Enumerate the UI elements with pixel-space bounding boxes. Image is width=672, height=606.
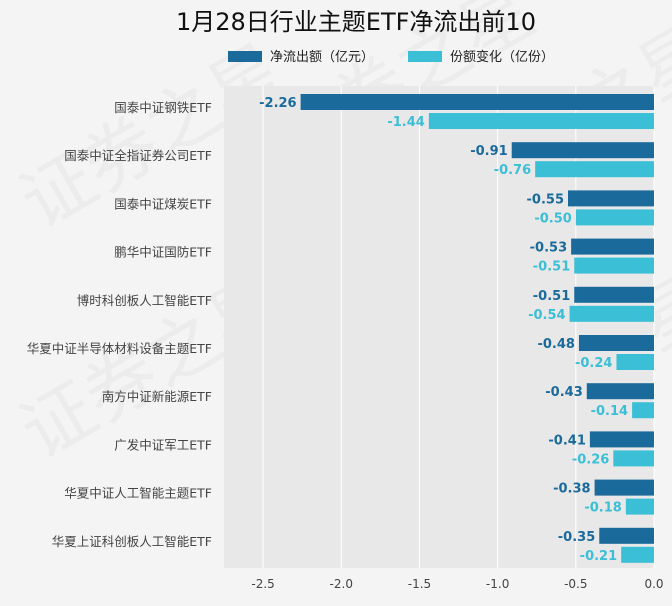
data-label: -0.51 [533,289,570,304]
category-label: 博时科创板人工智能ETF [77,293,212,308]
chart-title: 1月28日行业主题ETF净流出前10 [176,8,536,36]
bar [569,305,654,322]
data-label: -0.48 [537,337,574,352]
bar [594,479,654,496]
category-label: 国泰中证钢铁ETF [114,100,212,115]
bar [535,161,654,178]
legend: 净流出额（亿元） 份额变化（亿份） [228,49,554,65]
data-label: -0.43 [545,385,582,400]
data-label: -0.41 [548,433,585,448]
data-label: -0.38 [553,482,590,497]
bar [589,431,654,448]
bar [632,402,654,419]
data-label: -1.44 [387,115,424,130]
legend-swatch [228,51,262,62]
data-label: -0.35 [558,530,595,545]
category-label: 广发中证军工ETF [114,437,212,452]
data-label: -0.53 [530,241,567,256]
value-labels: -2.26 -1.44 -0.91 -0.76 -0.55 -0.50 -0.53 -0.51… [259,96,628,564]
bar [613,450,654,467]
data-label: -0.24 [575,356,612,371]
category-label: 鹏华中证国防ETF [114,245,212,260]
bar [586,383,654,400]
x-tick-label: -1.5 [408,577,431,591]
x-tick-label: -2.5 [251,577,274,591]
data-label: -0.21 [580,549,617,564]
bar [616,354,654,370]
category-label: 国泰中证煤炭ETF [114,196,212,211]
data-label: -0.55 [527,192,564,207]
data-label: -0.76 [494,163,531,178]
bar [599,527,654,544]
legend-swatch [408,51,442,62]
data-label: -0.50 [534,211,571,226]
bar [568,190,654,207]
x-tick-label: -1.0 [486,577,509,591]
data-label: -0.54 [528,308,565,323]
bar [574,257,654,274]
x-tick-label: 0.0 [644,577,663,591]
category-labels: 国泰中证钢铁ETF 国泰中证全指证券公司ETF 国泰中证煤炭ETF 鹏华中证国防ETF… [27,100,212,549]
bar [578,335,654,351]
category-label: 华夏中证半导体材料设备主题ETF [27,341,212,356]
data-label: -0.14 [591,404,628,419]
data-label: -0.18 [584,501,621,516]
x-axis-ticks: -2.5 -2.0 -1.5 -1.0 -0.5 0.0 [251,577,663,591]
category-label: 华夏中证人工智能主题ETF [64,486,212,501]
bar [571,238,654,255]
bar [575,209,654,226]
bar [574,286,654,303]
data-label: -0.51 [533,260,570,275]
bar [621,546,654,563]
bars [300,94,654,563]
x-tick-label: -0.5 [564,577,587,591]
bar [511,142,654,159]
data-label: -0.26 [572,452,609,467]
data-label: -2.26 [259,96,296,111]
bar [625,498,654,515]
category-label: 国泰中证全指证券公司ETF [64,148,212,163]
bar [428,113,654,129]
legend-label: 份额变化（亿份） [450,49,554,65]
bar [300,94,654,110]
category-label: 华夏上证科创板人工智能ETF [52,534,212,549]
legend-label: 净流出额（亿元） [270,50,374,65]
x-tick-label: -2.0 [330,577,353,591]
data-label: -0.91 [470,144,507,159]
category-label: 南方中证新能源ETF [102,389,212,404]
